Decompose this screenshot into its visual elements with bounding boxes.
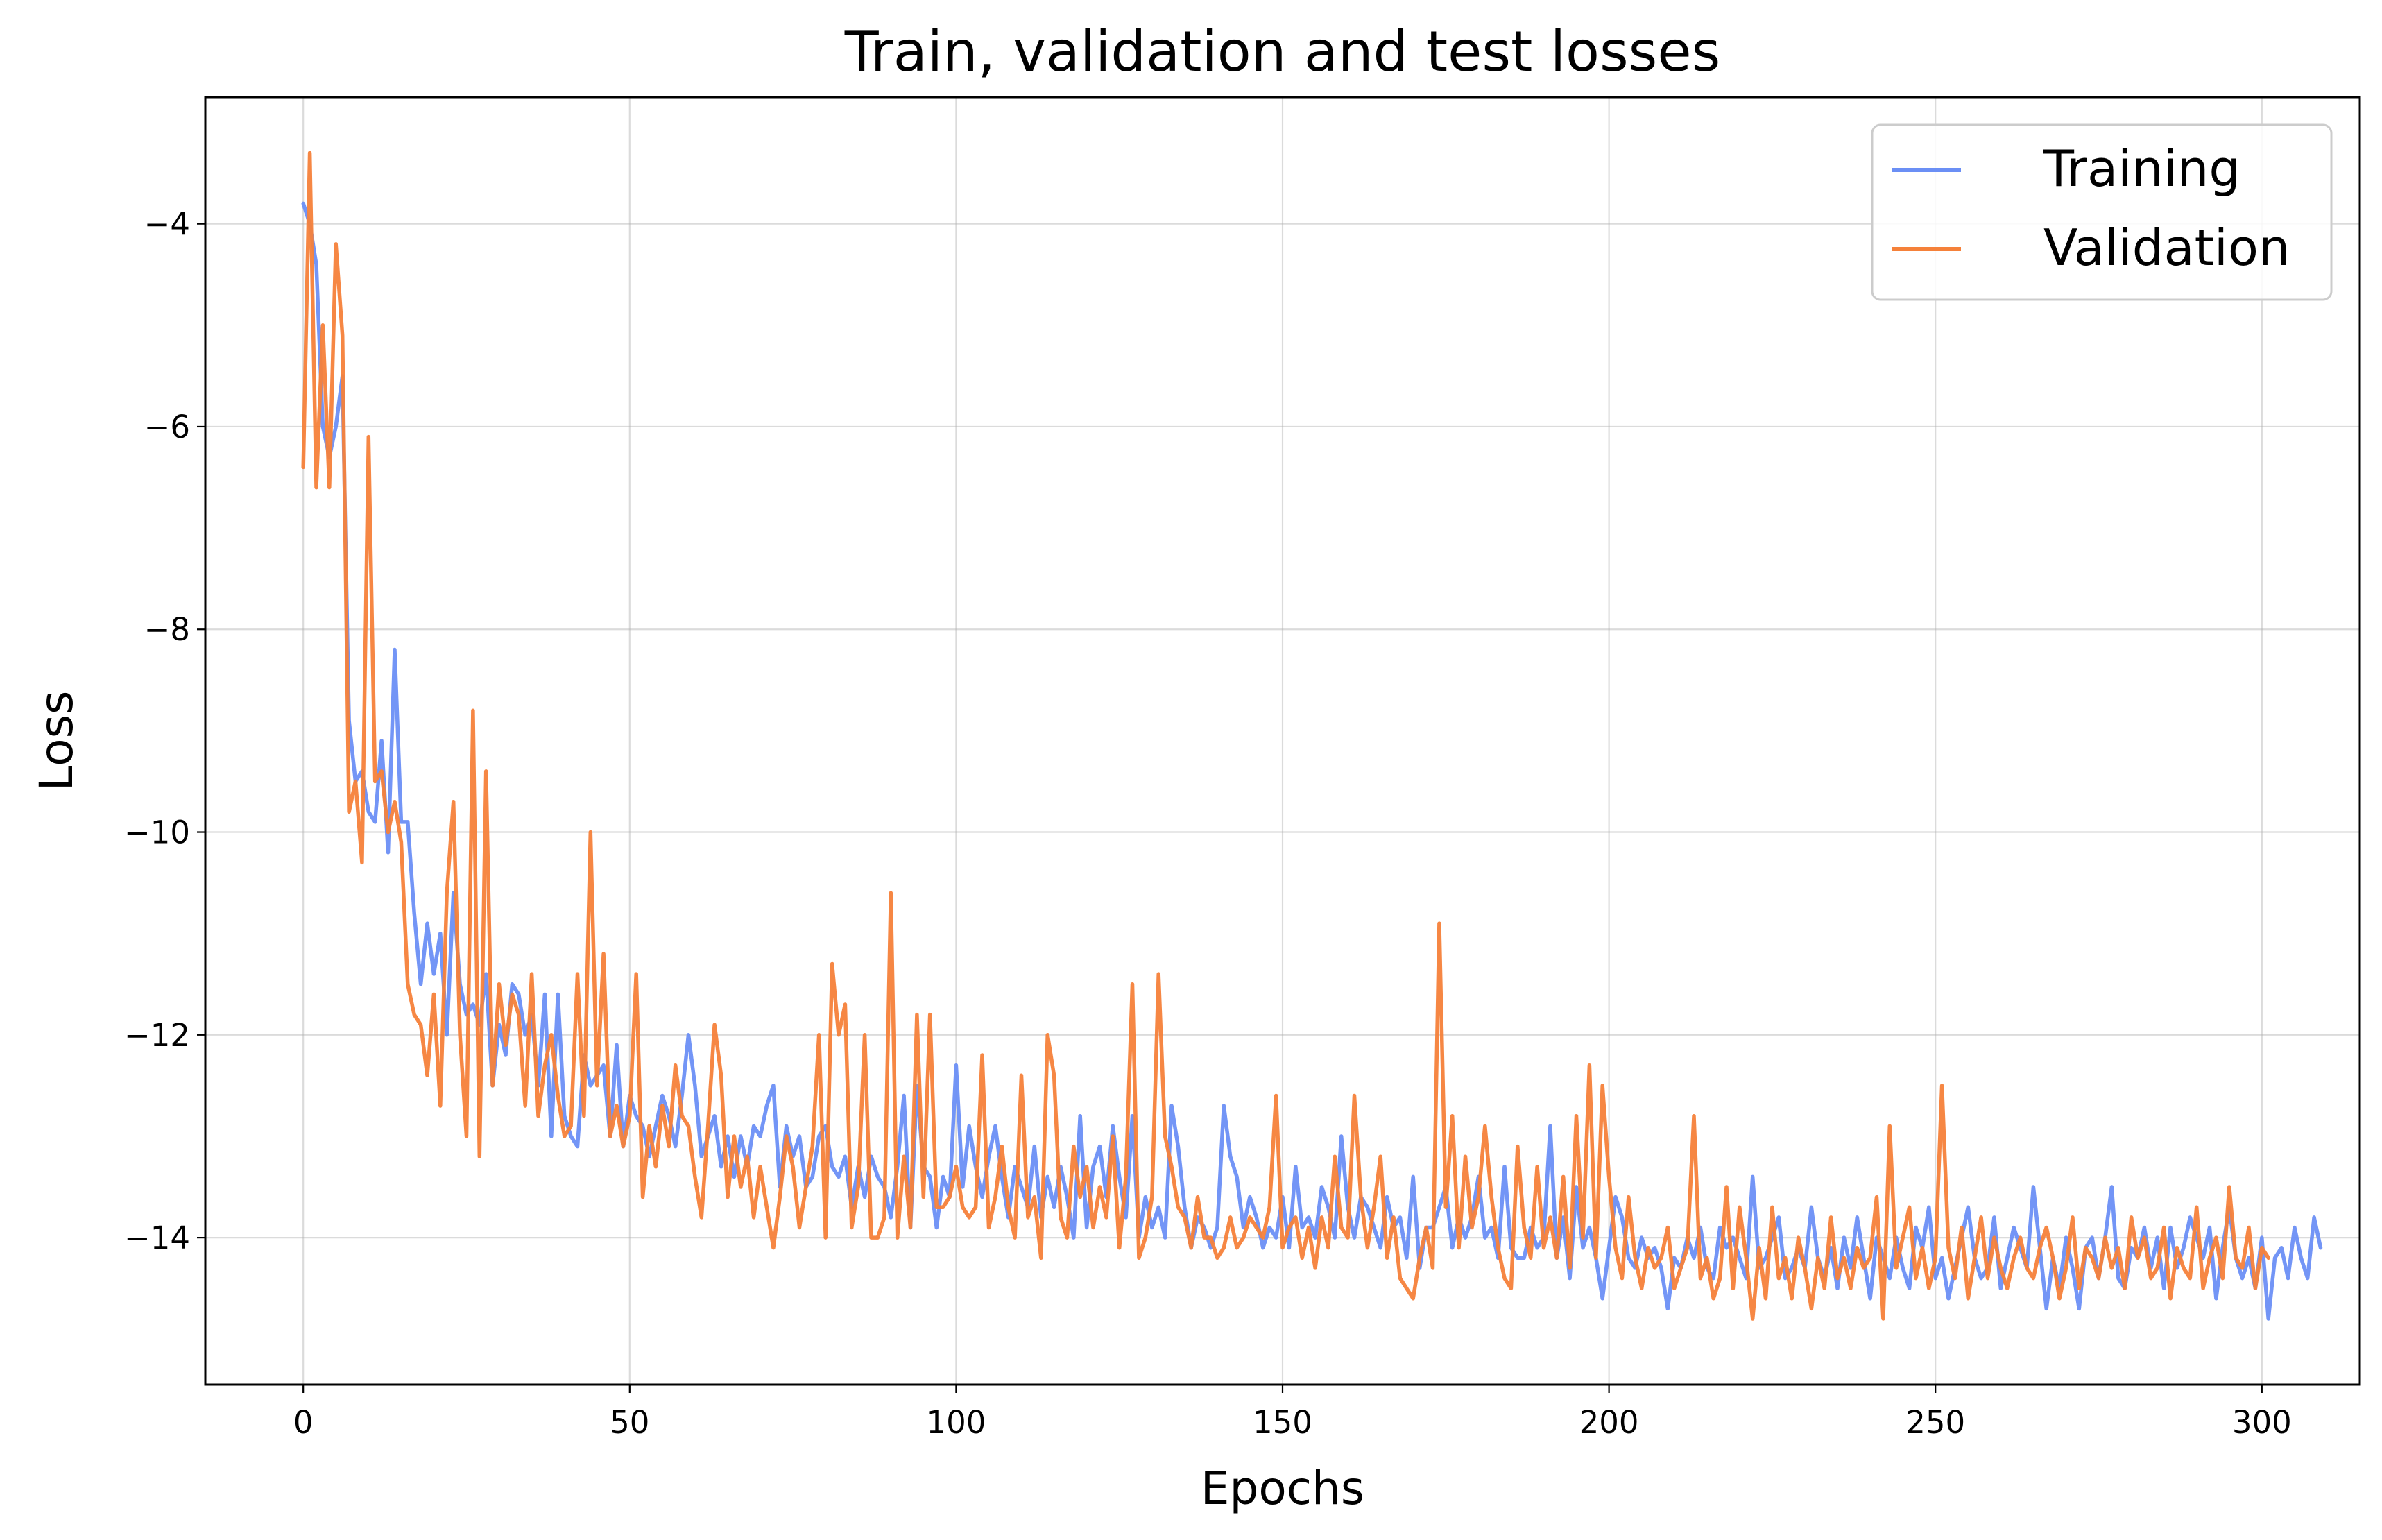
legend-label-validation: Validation (2043, 219, 2290, 277)
x-axis: 0 50 100 150 200 250 300 (293, 1385, 2292, 1441)
y-tick-label: −14 (124, 1220, 190, 1256)
x-tick-label: 300 (2232, 1404, 2292, 1441)
y-tick-label: −6 (144, 409, 190, 445)
series-line-validation (301, 151, 2270, 1321)
series-line-training (301, 201, 2323, 1321)
y-axis-title: Loss (30, 691, 83, 792)
legend-label-training: Training (2043, 139, 2240, 198)
y-tick-label: −12 (124, 1017, 190, 1054)
y-axis: −14 −12 −10 −8 −6 −4 (124, 206, 205, 1256)
x-tick-label: 50 (610, 1404, 649, 1441)
x-tick-label: 100 (926, 1404, 986, 1441)
chart-title: Train, validation and test losses (844, 19, 1721, 84)
x-tick-label: 200 (1579, 1404, 1639, 1441)
y-tick-label: −10 (124, 814, 190, 851)
legend: Training Validation (1871, 123, 2333, 301)
x-tick-label: 250 (1905, 1404, 1965, 1441)
legend-frame (1871, 123, 2333, 301)
series-layer (301, 151, 2323, 1321)
y-tick-label: −4 (144, 206, 190, 243)
x-axis-title: Epochs (1201, 1462, 1364, 1515)
y-tick-label: −8 (144, 611, 190, 648)
x-tick-label: 150 (1253, 1404, 1312, 1441)
x-tick-label: 0 (293, 1404, 314, 1441)
